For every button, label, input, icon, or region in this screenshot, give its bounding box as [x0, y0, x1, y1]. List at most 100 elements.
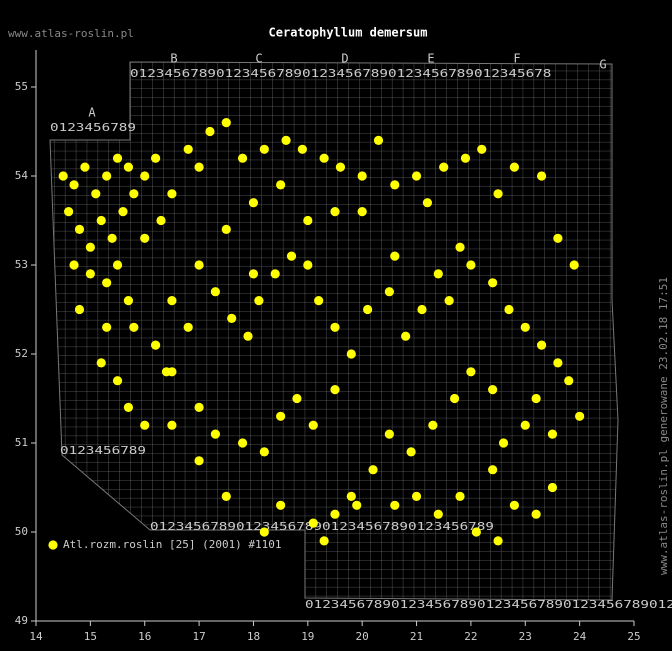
point	[140, 171, 150, 181]
point	[314, 296, 324, 306]
point	[406, 447, 416, 457]
x-tick-label: 24	[573, 630, 587, 643]
point	[80, 162, 90, 172]
point	[466, 367, 476, 377]
point	[74, 224, 85, 234]
point	[58, 171, 68, 181]
grid-letter: E	[427, 52, 434, 66]
point	[390, 500, 400, 510]
y-tick-label: 54	[15, 169, 29, 182]
point	[330, 509, 340, 519]
point	[221, 118, 231, 128]
chart-title: Ceratophyllum demersum	[269, 26, 428, 40]
point	[531, 393, 541, 404]
point	[129, 322, 139, 332]
point	[569, 260, 579, 270]
point	[270, 269, 280, 279]
point	[357, 207, 367, 217]
point	[520, 322, 530, 332]
point	[477, 144, 487, 154]
grid-digits: 0123456789	[50, 122, 136, 134]
point	[564, 376, 574, 386]
point	[536, 340, 547, 350]
point	[330, 322, 340, 332]
grid-letter: B	[170, 52, 177, 66]
x-tick-label: 15	[84, 630, 97, 643]
point	[123, 402, 134, 412]
point	[276, 180, 286, 190]
point	[346, 491, 356, 501]
point	[243, 331, 253, 341]
point	[167, 296, 177, 306]
point	[237, 438, 248, 448]
point	[259, 144, 269, 154]
point	[575, 411, 585, 421]
point	[531, 509, 541, 519]
point	[509, 162, 519, 172]
point	[64, 207, 74, 217]
point	[471, 527, 481, 537]
point	[140, 233, 150, 243]
point	[390, 251, 400, 261]
grid-digits: 0123456789	[60, 445, 146, 457]
point	[85, 242, 95, 252]
x-tick-label: 17	[192, 630, 205, 643]
point	[210, 287, 220, 297]
point	[422, 198, 433, 208]
y-tick-label: 50	[15, 525, 28, 538]
point	[455, 242, 465, 252]
point	[205, 126, 215, 137]
side-note: www.atlas-roslin.pl generowane 23.02.18 …	[657, 277, 670, 575]
point	[96, 215, 106, 226]
point	[248, 269, 259, 279]
y-tick-label: 52	[15, 347, 28, 360]
point	[384, 429, 394, 439]
point	[330, 385, 340, 395]
grid-letter: F	[513, 52, 520, 66]
point	[194, 162, 204, 172]
point	[493, 536, 503, 546]
point	[183, 144, 193, 154]
point	[259, 527, 269, 537]
point	[210, 429, 220, 439]
point	[439, 162, 449, 172]
point	[450, 393, 460, 404]
point	[455, 491, 465, 501]
point	[346, 349, 356, 359]
point	[112, 376, 123, 386]
point	[363, 304, 373, 315]
point	[167, 189, 177, 199]
x-tick-label: 23	[519, 630, 532, 643]
point	[303, 215, 313, 226]
grid-letter: G	[599, 58, 606, 72]
y-tick-label: 49	[15, 614, 28, 627]
point	[417, 304, 427, 315]
grid-digits: 0123456789012345678901234567890123456789…	[130, 68, 551, 80]
grid-letter: C	[255, 52, 262, 66]
point	[194, 456, 204, 466]
point	[488, 385, 498, 395]
point	[194, 402, 204, 412]
y-tick-label: 51	[15, 436, 28, 449]
point	[553, 358, 563, 368]
point	[112, 260, 123, 270]
point	[335, 162, 346, 172]
point	[221, 491, 231, 501]
point	[547, 429, 558, 439]
site: www.atlas-roslin.pl	[8, 27, 134, 40]
point	[411, 491, 422, 501]
point	[498, 438, 509, 448]
point	[319, 153, 329, 163]
point	[488, 465, 498, 475]
point	[504, 304, 514, 315]
point	[129, 189, 139, 199]
point	[123, 296, 134, 306]
point	[156, 215, 166, 226]
point	[460, 153, 471, 163]
point	[276, 411, 286, 421]
point	[357, 171, 367, 181]
point	[493, 189, 503, 199]
point	[102, 171, 112, 181]
